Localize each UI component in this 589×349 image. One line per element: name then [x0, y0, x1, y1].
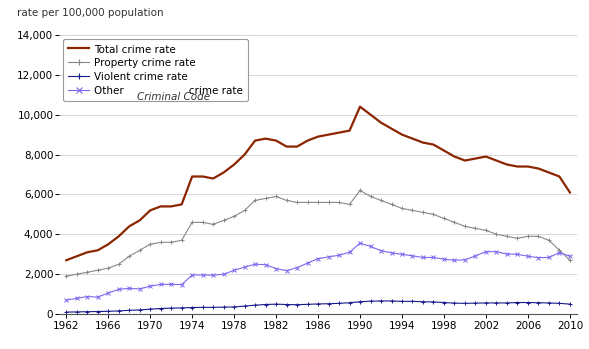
Text: Criminal Code: Criminal Code [137, 92, 210, 102]
Text: rate per 100,000 population: rate per 100,000 population [18, 8, 164, 18]
Legend: Total crime rate, Property crime rate, Violent crime rate, Other                : Total crime rate, Property crime rate, V… [63, 39, 249, 101]
